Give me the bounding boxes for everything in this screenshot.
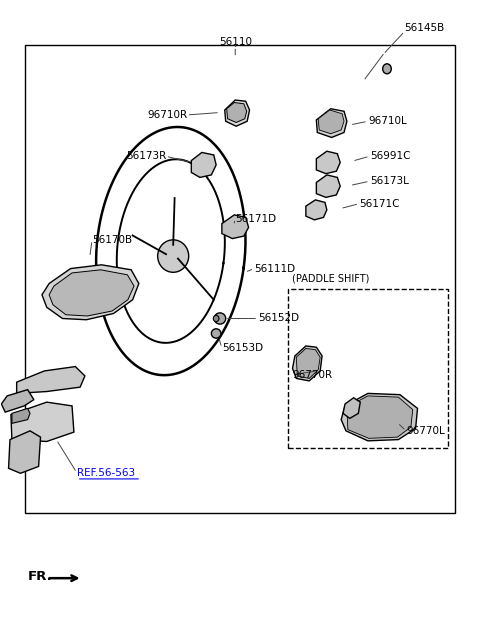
Polygon shape — [292, 346, 322, 381]
Polygon shape — [96, 127, 245, 375]
Polygon shape — [9, 431, 40, 473]
Text: 56110: 56110 — [219, 37, 252, 47]
Text: FR.: FR. — [28, 571, 52, 583]
Text: 56173R: 56173R — [126, 151, 166, 161]
Ellipse shape — [383, 64, 391, 74]
Text: 56173L: 56173L — [370, 176, 408, 186]
Polygon shape — [49, 270, 134, 316]
Text: 96710L: 96710L — [368, 116, 407, 126]
Text: 56171D: 56171D — [235, 214, 276, 224]
Polygon shape — [306, 200, 327, 220]
Text: 96770L: 96770L — [406, 426, 445, 436]
Polygon shape — [192, 152, 216, 177]
Ellipse shape — [213, 315, 219, 322]
Polygon shape — [42, 265, 139, 320]
Polygon shape — [12, 408, 30, 423]
Polygon shape — [225, 100, 250, 126]
Text: 56171C: 56171C — [360, 199, 400, 209]
Text: (PADDLE SHIFT): (PADDLE SHIFT) — [292, 273, 370, 283]
Text: 56991C: 56991C — [370, 151, 410, 161]
Polygon shape — [296, 349, 320, 379]
Polygon shape — [318, 110, 344, 134]
Polygon shape — [316, 151, 340, 174]
Polygon shape — [11, 402, 74, 441]
Polygon shape — [347, 396, 413, 438]
Ellipse shape — [214, 313, 226, 324]
Bar — [25, 45, 455, 514]
Polygon shape — [341, 393, 418, 441]
Polygon shape — [316, 175, 340, 198]
Polygon shape — [227, 102, 247, 122]
Polygon shape — [17, 367, 85, 393]
Polygon shape — [316, 108, 347, 137]
Text: 96770R: 96770R — [292, 370, 333, 380]
Text: 56170B: 56170B — [92, 235, 132, 245]
Text: REF.56-563: REF.56-563 — [77, 468, 135, 478]
Bar — [288, 288, 447, 448]
Polygon shape — [1, 389, 34, 412]
Polygon shape — [343, 398, 360, 418]
Text: 56153D: 56153D — [222, 343, 263, 353]
Text: 56111D: 56111D — [254, 263, 296, 273]
Polygon shape — [117, 159, 225, 343]
Text: 56152D: 56152D — [258, 314, 299, 324]
Text: 96710R: 96710R — [147, 110, 188, 120]
Polygon shape — [222, 215, 249, 239]
Ellipse shape — [211, 329, 221, 338]
Ellipse shape — [157, 240, 189, 272]
Text: 56145B: 56145B — [405, 23, 445, 33]
